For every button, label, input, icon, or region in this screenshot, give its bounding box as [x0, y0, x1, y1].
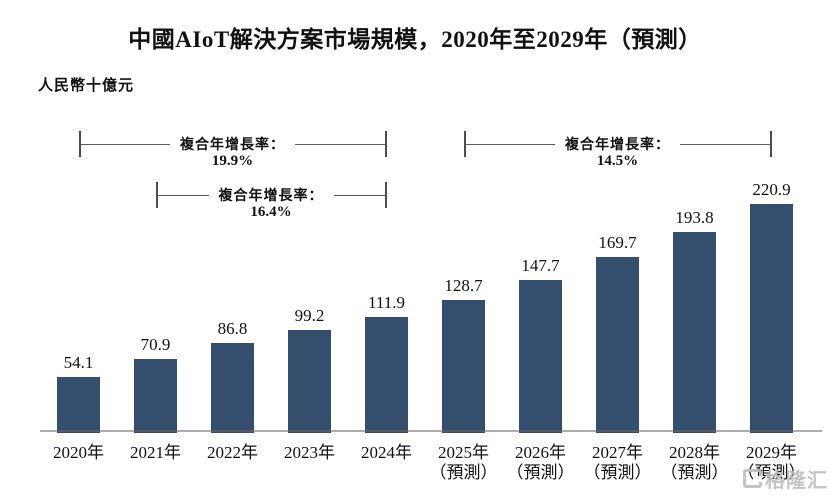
x-axis-label-forecast-note: （預測） [583, 463, 652, 482]
x-axis-label: 2028年 （預測） [645, 443, 745, 483]
x-axis-label-year: 2022年 [207, 443, 258, 462]
cagr-value: 19.9% [211, 153, 254, 169]
bar-2025年 [442, 299, 485, 433]
bracket-line [680, 143, 770, 145]
x-axis-label-year: 2028年 [669, 443, 720, 462]
bar-2027年 [596, 257, 639, 433]
x-axis-line [40, 430, 822, 432]
x-axis-label-forecast-note: （預測） [506, 463, 575, 482]
bar-value-label: 128.7 [444, 275, 483, 295]
x-axis-label-forecast-note: （預測） [660, 463, 729, 482]
bar-2028年 [673, 232, 716, 433]
x-axis-label-year: 2029年 [746, 443, 797, 462]
cagr-value: 14.5% [596, 153, 639, 169]
bracket-line [295, 143, 385, 145]
x-axis-label-year: 2025年 [438, 443, 489, 462]
bracket-line [333, 194, 385, 196]
x-axis-label-year: 2026年 [515, 443, 566, 462]
cagr-label: 複合年增長率： [218, 189, 324, 204]
cagr-bracket: 複合年增長率： [155, 182, 387, 208]
bar-2026年 [519, 279, 562, 433]
x-axis-label-year: 2020年 [53, 443, 104, 462]
bar-value-label: 111.9 [368, 292, 405, 312]
x-axis-label: 2022年 [183, 443, 283, 463]
cagr-value: 16.4% [250, 204, 292, 220]
bar-value-label: 54.1 [63, 352, 94, 372]
bar-value-label: 99.2 [294, 306, 325, 326]
cagr-label: 複合年增長率： [565, 138, 670, 153]
bracket-end-tick [78, 131, 81, 157]
watermark-text: 格隆汇 [765, 470, 828, 492]
cagr-bracket: 複合年增長率： [78, 131, 387, 157]
bracket-end-tick [463, 131, 466, 157]
bracket-end-tick [769, 131, 772, 157]
bar-value-label: 86.8 [217, 319, 248, 338]
x-axis-label-year: 2023年 [284, 443, 335, 462]
bar-2021年 [134, 359, 177, 433]
x-axis-label: 2021年 [106, 443, 206, 463]
chart-title: 中國AIoT解決方案市場規模，2020年至2029年（預測） [128, 27, 702, 52]
x-axis-label: 2020年 [29, 443, 129, 463]
x-axis-label: 2024年 [337, 443, 437, 463]
bracket-end-tick [384, 131, 387, 157]
x-axis-label: 2025年 （預測） [414, 443, 514, 483]
bar-value-label: 70.9 [140, 335, 171, 355]
gelonghui-logo-icon [743, 469, 762, 488]
bar-2029年 [750, 203, 793, 433]
bar-value-label: 169.7 [598, 233, 637, 253]
bracket-line [157, 194, 209, 196]
x-axis-label-forecast-note: （預測） [429, 463, 498, 482]
bar-value-label: 193.8 [675, 208, 714, 228]
bar-2022年 [211, 343, 254, 433]
bracket-line [80, 143, 170, 145]
bar-2024年 [365, 316, 408, 433]
bracket-line [465, 143, 555, 145]
x-axis-label-year: 2024年 [361, 443, 412, 462]
bar-value-label: 220.9 [752, 179, 791, 199]
cagr-label: 複合年增長率： [180, 138, 285, 153]
cagr-bracket: 複合年增長率： [463, 131, 772, 157]
x-axis-label: 2027年 （預測） [568, 443, 668, 483]
y-axis-unit-label: 人民幣十億元 [38, 78, 135, 94]
watermark-gelonghui: 格隆汇 [743, 464, 828, 493]
bar-2020年 [57, 376, 100, 433]
bar-value-label: 147.7 [521, 255, 560, 275]
x-axis-label: 2026年 （預測） [491, 443, 591, 483]
bracket-end-tick [155, 182, 158, 208]
x-axis-label: 2023年 [260, 443, 360, 463]
bracket-end-tick [384, 182, 387, 208]
bar-2023年 [288, 330, 331, 433]
x-axis-label-year: 2027年 [592, 443, 643, 462]
x-axis-label-year: 2021年 [130, 443, 181, 462]
